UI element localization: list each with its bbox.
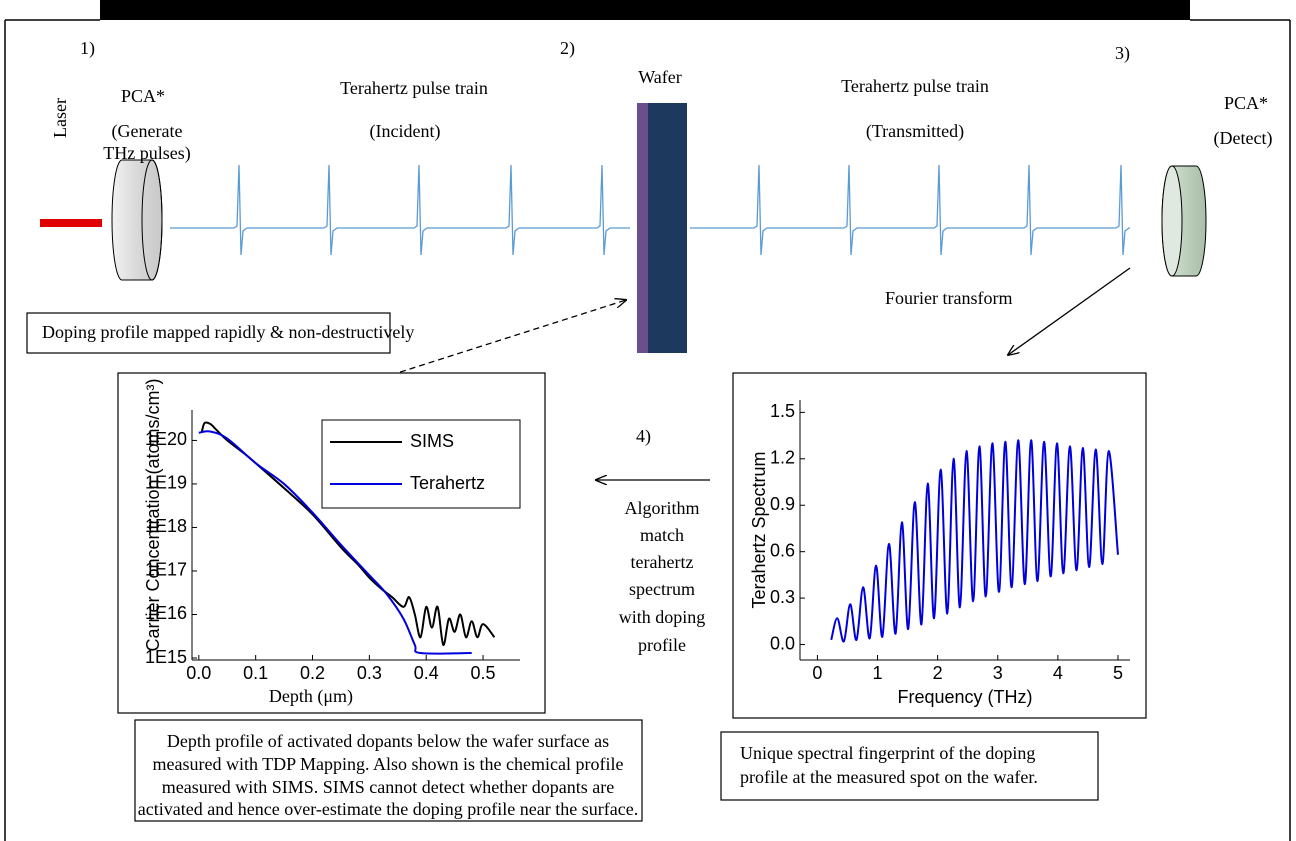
- x-tick-label: 2: [933, 663, 943, 683]
- x-tick-label: 0.5: [471, 663, 496, 683]
- x-tick-label: 4: [1053, 663, 1063, 683]
- y-axis-label: Carrier Concentration (atoms/cm³): [143, 378, 163, 651]
- caption-text: Unique spectral fingerprint of the dopin…: [740, 743, 1035, 763]
- y-tick-label: 1E18: [145, 516, 187, 536]
- laser-beam: [40, 219, 102, 227]
- fourier-arrow: [1008, 267, 1131, 355]
- header-bar: [100, 0, 1190, 20]
- pca-left-face: [141, 159, 163, 281]
- pulse-train: [690, 164, 1130, 256]
- caption-box: [720, 731, 1099, 801]
- train-sub: (Incident): [370, 121, 441, 142]
- x-tick-label: 0: [812, 663, 822, 683]
- pca-sub: (Generate: [112, 121, 183, 142]
- x-tick-label: 5: [1113, 663, 1123, 683]
- train-label: Terahertz pulse train: [340, 78, 488, 98]
- y-tick-label: 1E17: [145, 560, 187, 580]
- x-tick-label: 0.1: [243, 663, 268, 683]
- pca-sub: (Detect): [1214, 128, 1273, 149]
- data-line: [198, 430, 472, 655]
- caption-text: Depth profile of activated dopants below…: [167, 731, 609, 751]
- train-sub: (Transmitted): [866, 121, 964, 142]
- fourier-label: Fourier transform: [885, 288, 1012, 308]
- pulse-trains: [170, 164, 1130, 256]
- pca-label: PCA*: [121, 86, 165, 106]
- algorithm-text: Algorithm: [625, 498, 700, 518]
- x-tick-label: 1: [873, 663, 883, 683]
- pca-label: PCA*: [1224, 93, 1268, 113]
- doping-box: [26, 312, 391, 354]
- pulse-train: [170, 164, 630, 256]
- x-axis-label: Frequency (THz): [897, 687, 1032, 707]
- algorithm-text: terahertz: [631, 552, 694, 572]
- caption-text: profile at the measured spot on the wafe…: [740, 767, 1038, 787]
- y-tick-label: 0.3: [770, 587, 795, 607]
- doping-text: Doping profile mapped rapidly & non-dest…: [42, 322, 414, 342]
- x-tick-label: 3: [993, 663, 1003, 683]
- x-tick-label: 0.4: [414, 663, 439, 683]
- wafer-label: Wafer: [638, 67, 682, 87]
- y-tick-label: 0.0: [770, 633, 795, 653]
- y-axis-label: Terahertz Spectrum: [749, 451, 769, 608]
- data-line: [830, 439, 1119, 643]
- pca-left: [111, 159, 163, 281]
- step-label: 4): [636, 426, 651, 447]
- y-tick-label: 0.9: [770, 494, 795, 514]
- y-tick-label: 1E15: [145, 647, 187, 667]
- legend-label: Terahertz: [410, 473, 485, 493]
- algorithm-text: match: [640, 525, 684, 545]
- step-label: 3): [1115, 43, 1130, 64]
- laser-label: Laser: [50, 98, 70, 138]
- wafer-surface: [637, 103, 648, 353]
- algorithm-text: with doping: [619, 607, 706, 627]
- caption-text: measured with TDP Mapping. Also shown is…: [153, 754, 624, 774]
- step-label: 2): [560, 38, 575, 59]
- y-tick-label: 0.6: [770, 540, 795, 560]
- train-label: Terahertz pulse train: [841, 76, 989, 96]
- legend-label: SIMS: [410, 431, 454, 451]
- algorithm-text: spectrum: [629, 579, 695, 599]
- step-label: 1): [80, 38, 95, 59]
- y-tick-label: 1E20: [145, 429, 187, 449]
- y-tick-label: 1.5: [770, 401, 795, 421]
- caption-box: [134, 719, 643, 822]
- y-tick-label: 1E19: [145, 473, 187, 493]
- pca-sub: THz pulses): [103, 143, 190, 164]
- x-tick-label: 0.3: [357, 663, 382, 683]
- caption-text: measured with SIMS. SIMS cannot detect w…: [162, 777, 614, 797]
- legend-box: [321, 419, 521, 509]
- pca-right-face: [1161, 165, 1183, 277]
- caption-text: activated and hence over-estimate the do…: [138, 799, 638, 819]
- algorithm-text: profile: [638, 635, 686, 655]
- x-tick-label: 0.2: [300, 663, 325, 683]
- y-tick-label: 1E16: [145, 603, 187, 623]
- x-tick-label: 0.0: [186, 663, 211, 683]
- y-tick-label: 1.2: [770, 448, 795, 468]
- x-axis-label: Depth (μm): [269, 686, 353, 707]
